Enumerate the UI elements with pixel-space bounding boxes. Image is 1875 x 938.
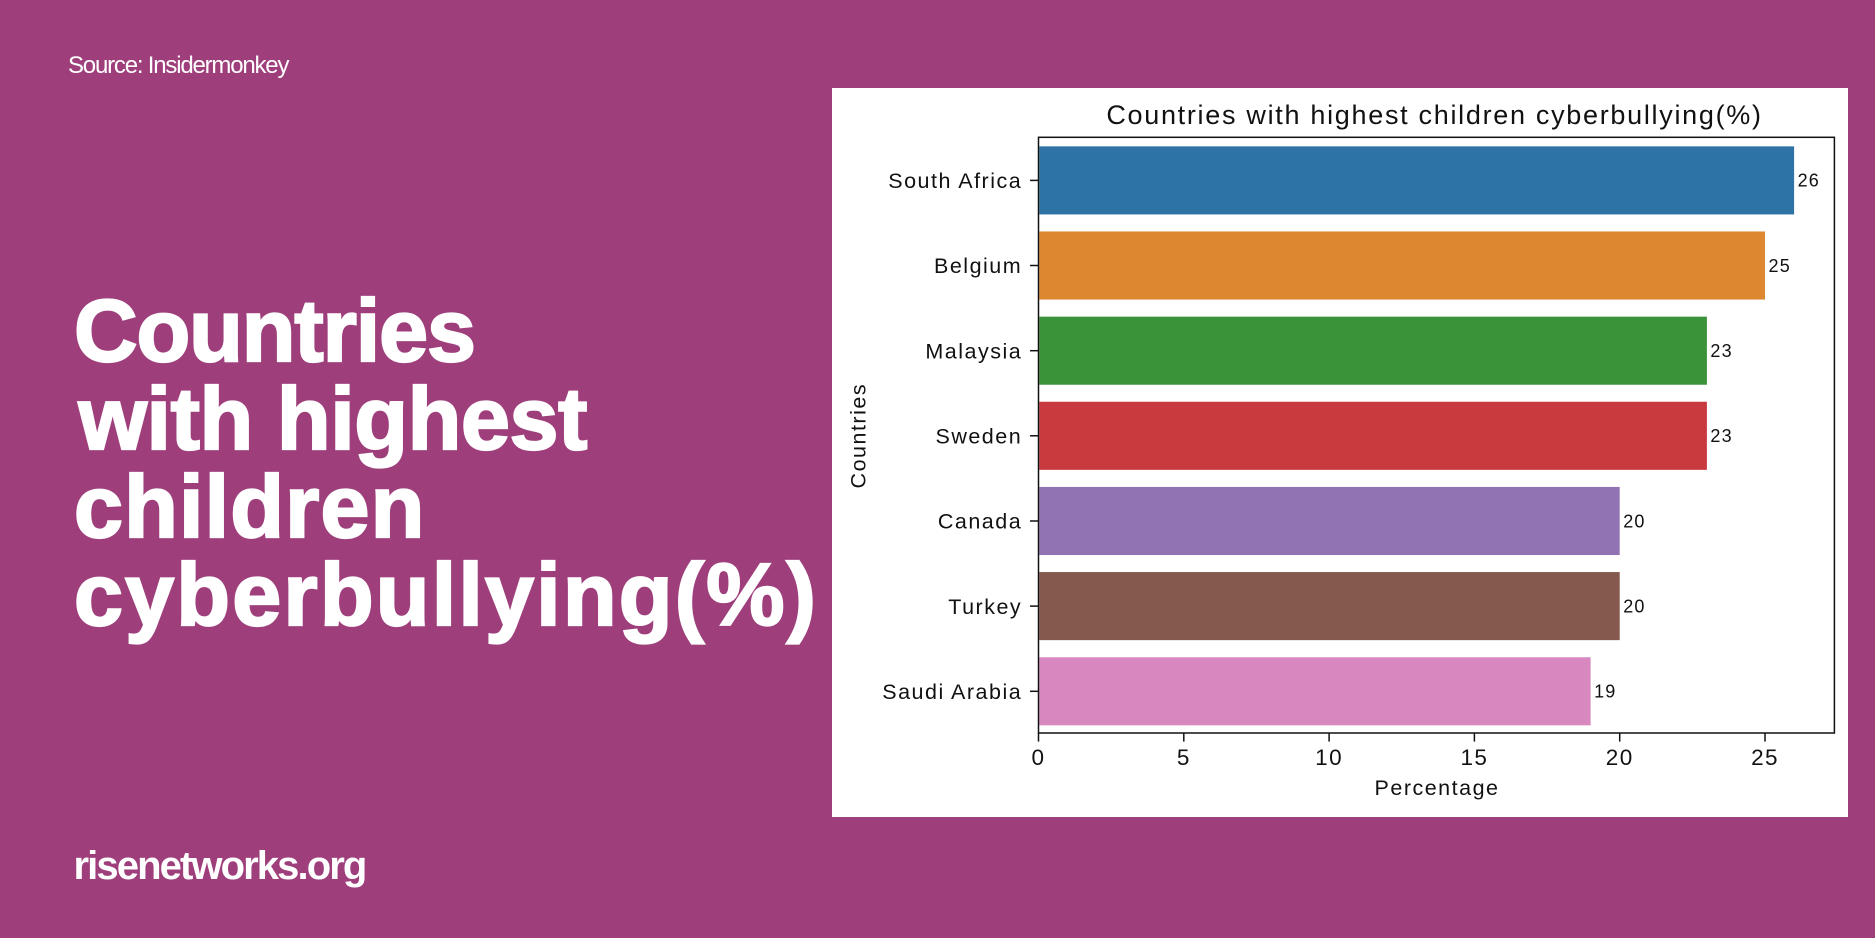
svg-text:Turkey: Turkey (948, 595, 1022, 619)
svg-text:5: 5 (1177, 745, 1191, 770)
svg-text:Sweden: Sweden (935, 425, 1022, 449)
svg-text:South Africa: South Africa (888, 169, 1022, 193)
svg-text:Percentage: Percentage (1375, 776, 1500, 800)
svg-text:20: 20 (1623, 596, 1645, 616)
svg-text:26: 26 (1798, 171, 1820, 191)
svg-text:20: 20 (1623, 511, 1645, 531)
svg-text:Countries with highest childre: Countries with highest children cyberbul… (1106, 100, 1762, 130)
svg-text:20: 20 (1606, 745, 1634, 770)
svg-text:Countries: Countries (847, 383, 871, 489)
svg-text:10: 10 (1315, 745, 1343, 770)
svg-text:0: 0 (1032, 745, 1046, 770)
svg-text:15: 15 (1460, 745, 1488, 770)
svg-text:23: 23 (1710, 426, 1732, 446)
svg-text:Malaysia: Malaysia (925, 339, 1022, 363)
svg-text:23: 23 (1710, 341, 1732, 361)
svg-text:Canada: Canada (938, 510, 1022, 534)
svg-text:25: 25 (1769, 256, 1791, 276)
svg-text:25: 25 (1751, 745, 1779, 770)
svg-text:Belgium: Belgium (934, 254, 1022, 278)
svg-text:Saudi Arabia: Saudi Arabia (882, 680, 1022, 704)
svg-text:19: 19 (1594, 682, 1616, 702)
